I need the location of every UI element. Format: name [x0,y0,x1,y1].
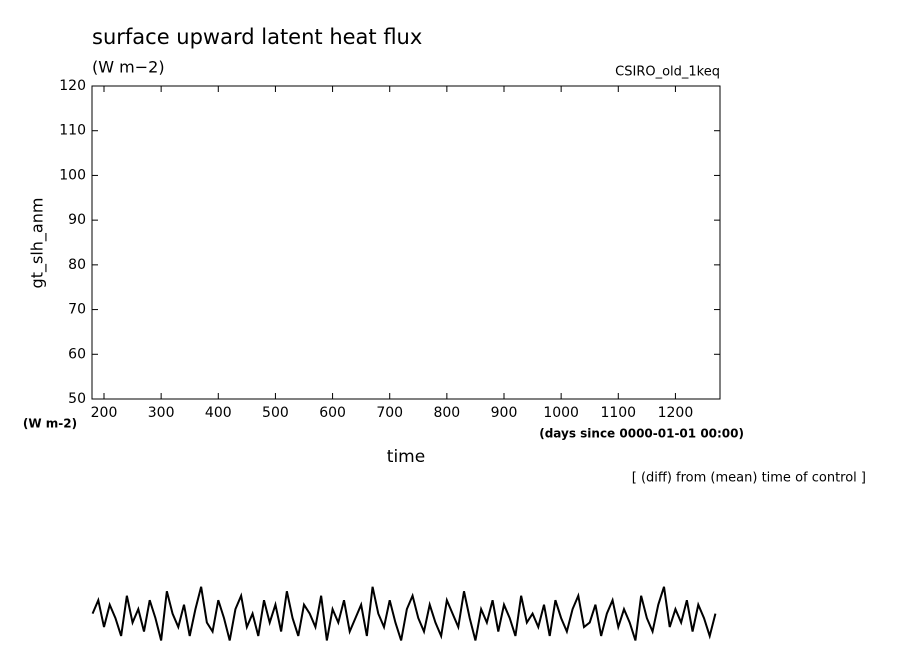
x-tick-label: 400 [205,405,232,421]
note: [ (diff) from (mean) time of control ] [632,471,866,486]
x-tick-label: 1000 [543,405,579,421]
y-tick-label: 50 [68,391,86,407]
x-tick-label: 600 [319,405,346,421]
y-tick-label: 70 [68,302,86,318]
y-tick-label: 120 [59,78,86,94]
y-unit: (W m-2) [23,417,77,431]
y-tick-label: 80 [68,257,86,273]
x-tick-label: 1100 [600,405,636,421]
x-tick-label: 200 [91,405,118,421]
y-tick-label: 60 [68,346,86,362]
x-unit: (days since 0000-01-01 00:00) [539,427,744,441]
y-tick-label: 110 [59,123,86,139]
chart-subtitle: (W m−2) [92,58,165,77]
y-axis-label: gt_slh_anm [28,198,48,289]
x-tick-label: 1200 [658,405,694,421]
x-tick-label: 800 [433,405,460,421]
chart-title: surface upward latent heat flux [92,25,422,49]
annotation: CSIRO_old_1keq [615,65,720,80]
y-tick-label: 100 [59,167,86,183]
x-tick-label: 300 [148,405,175,421]
y-tick-label: 90 [68,212,86,228]
x-axis-label: time [387,447,425,467]
x-tick-label: 700 [376,405,403,421]
data-line [91,586,717,641]
plot-frame [91,85,721,400]
x-tick-label: 900 [491,405,518,421]
x-tick-label: 500 [262,405,289,421]
